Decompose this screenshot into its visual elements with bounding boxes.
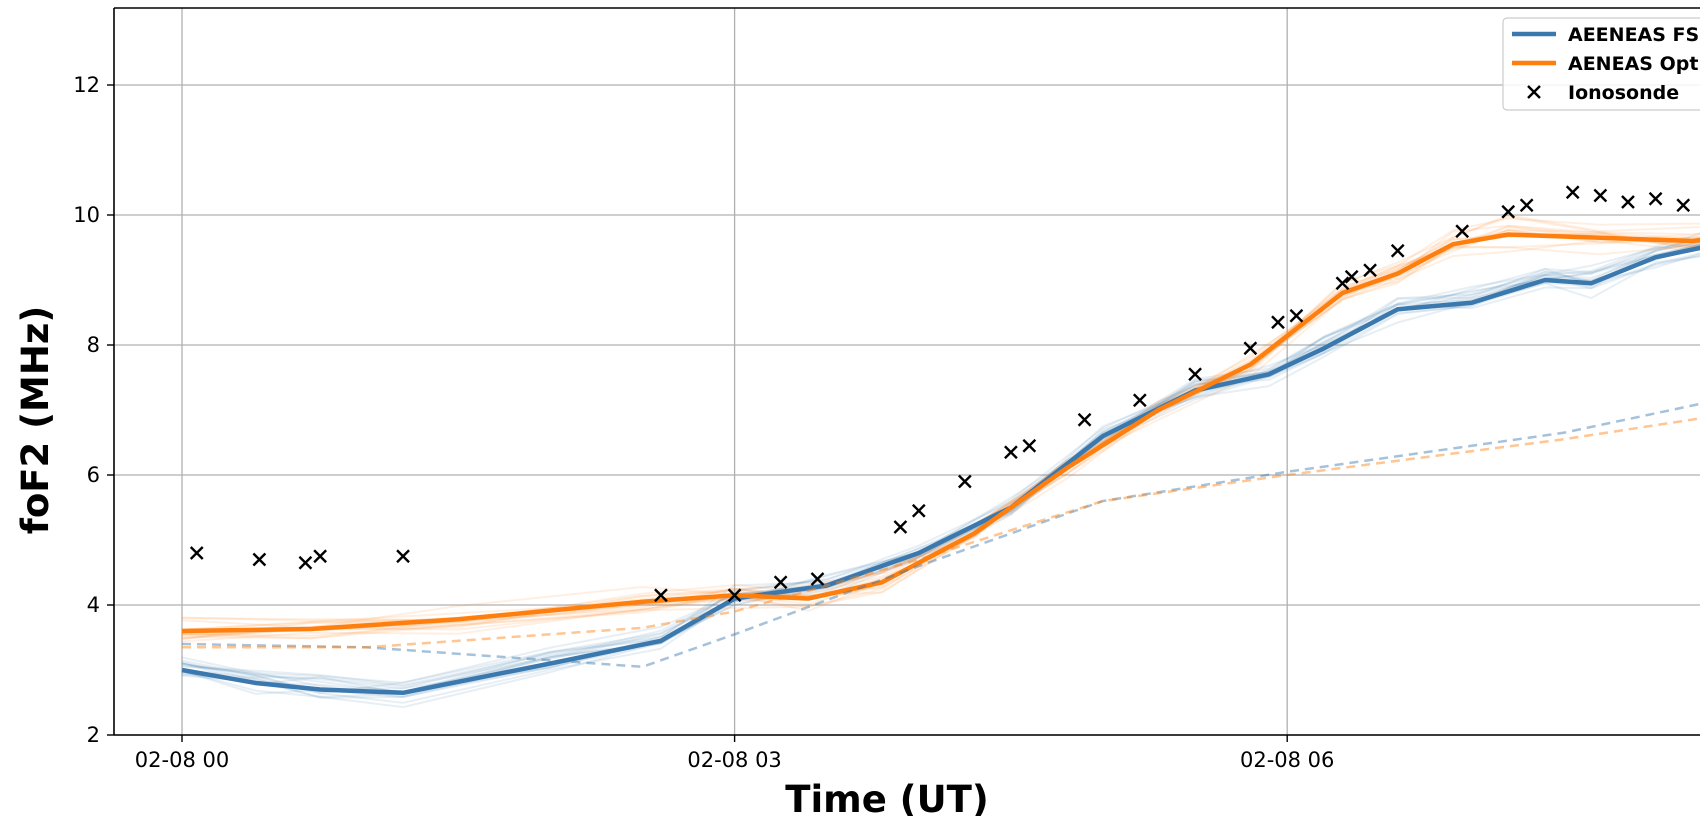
ionosonde-marker [1501,204,1516,219]
legend: AEENEAS FS AENEAS Opt Ionosonde [1502,17,1700,111]
ensemble-member-line [181,232,1700,637]
background-line [182,417,1700,649]
ionosonde-marker [1077,412,1092,427]
ionosonde-marker [313,549,327,564]
ionosonde-marker [1004,445,1018,460]
y-tick-label: 6 [87,463,100,487]
ionosonde-marker [727,588,742,603]
y-tick-label: 8 [87,333,100,357]
ensemble-member-line [181,241,1700,699]
ensemble-member-line [181,237,1700,693]
ionosonde-marker [1344,269,1359,284]
ionosonde-marker [1271,315,1285,330]
ionosonde-marker [1519,198,1534,213]
ionosonde-marker [1188,367,1202,382]
ionosonde-marker [298,555,313,570]
legend-label: AEENEAS FS [1568,24,1699,46]
ionosonde-marker [1676,198,1691,213]
y-axis-ticks: 2 4 6 8 10 12 [73,73,114,747]
x-axis-label: Time (UT) [785,778,989,816]
ionosonde-marker [1335,276,1350,291]
ionosonde-marker [1132,393,1147,408]
legend-box [1502,17,1700,111]
ionosonde-marker [1289,308,1304,323]
y-axis-label: foF2 (MHz) [14,306,57,535]
ionosonde-marker [1390,243,1405,258]
ionosonde-marker [1593,188,1608,203]
ensemble-member-line [181,244,1700,640]
ensemble-member-line [181,243,1700,688]
ionosonde-marker [1363,263,1377,278]
series-lines [181,232,1700,696]
ionosonde-marker [1022,438,1037,453]
ionosonde-points [189,185,1691,603]
series-line [181,245,1700,696]
ionosonde-marker [396,549,410,564]
legend-label: AENEAS Opt [1568,53,1698,75]
ionosonde-marker [958,474,972,489]
x-tick-label: 02-08 03 [687,748,781,772]
ionosonde-marker [893,520,908,534]
ionosonde-marker [654,588,668,603]
x-tick-label: 02-08 06 [1240,748,1334,772]
ensemble-member-line [181,245,1700,694]
x-tick-label: 02-08 00 [135,748,229,772]
plot-frame [113,7,1700,736]
legend-marker-swatch [1527,85,1541,99]
ensemble-member-line [181,224,1700,632]
legend-label: Ionosonde [1568,82,1679,104]
ionosonde-marker [810,572,825,586]
ionosonde-marker [252,552,267,567]
y-tick-label: 12 [73,73,100,97]
ensemble-member-line [181,228,1700,637]
ionosonde-marker [911,503,926,518]
ionosonde-marker [1243,341,1258,356]
ionosonde-marker [773,575,788,590]
y-tick-label: 2 [87,723,100,747]
series-line [181,232,1700,634]
y-tick-label: 4 [87,593,100,617]
ionosonde-marker [1648,191,1663,206]
y-tick-label: 10 [73,203,100,227]
ionosonde-marker [1455,224,1470,239]
ionosonde-marker [1565,185,1580,200]
ensemble-member-line [181,243,1700,691]
ionosonde-marker [189,546,204,560]
ensemble-member-line [181,214,1700,629]
ionosonde-marker [1621,195,1635,209]
